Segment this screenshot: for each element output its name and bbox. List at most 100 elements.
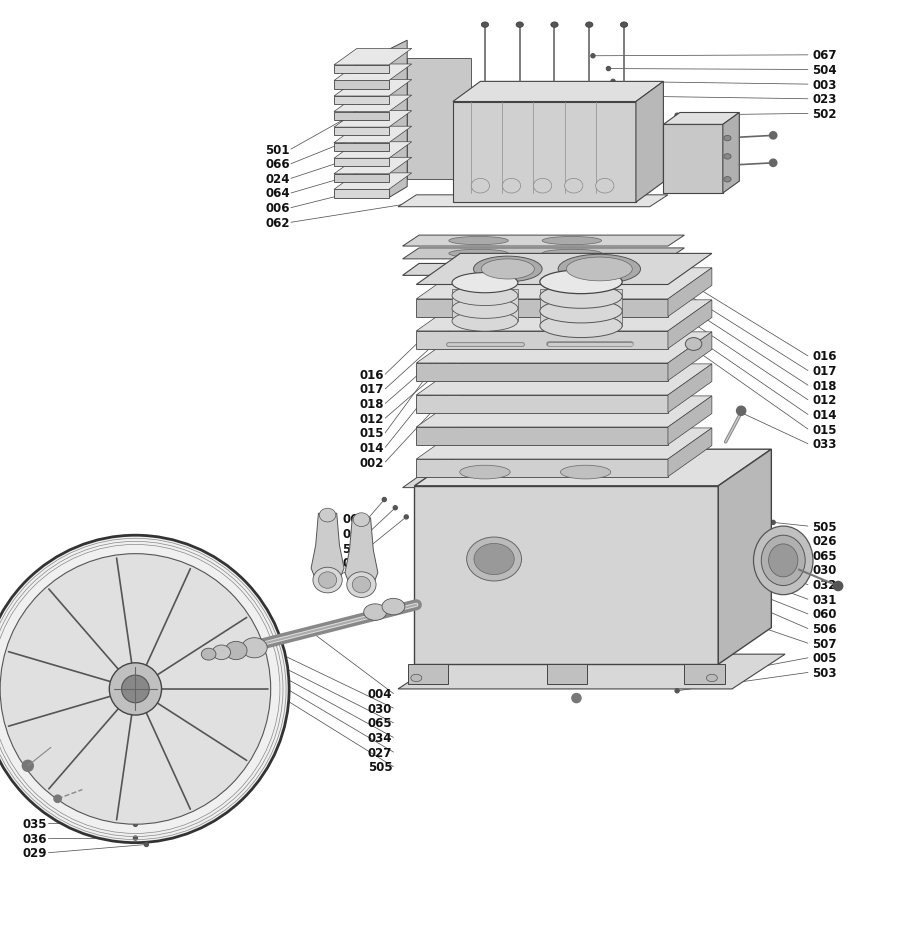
Circle shape xyxy=(478,320,481,324)
Ellipse shape xyxy=(724,137,731,141)
Text: 033: 033 xyxy=(813,438,837,451)
Circle shape xyxy=(684,292,688,297)
Circle shape xyxy=(341,119,345,123)
Ellipse shape xyxy=(540,314,622,338)
Text: 005: 005 xyxy=(813,651,837,665)
Circle shape xyxy=(382,498,386,502)
Ellipse shape xyxy=(540,285,622,309)
Ellipse shape xyxy=(547,266,620,275)
Polygon shape xyxy=(668,397,712,446)
Ellipse shape xyxy=(201,649,216,661)
Polygon shape xyxy=(416,300,668,317)
Polygon shape xyxy=(416,300,712,331)
Polygon shape xyxy=(416,397,712,428)
Circle shape xyxy=(145,842,148,846)
Text: 017: 017 xyxy=(813,365,837,377)
Polygon shape xyxy=(684,665,725,684)
Ellipse shape xyxy=(724,154,731,160)
Text: 507: 507 xyxy=(813,637,837,650)
Text: 015: 015 xyxy=(813,423,837,436)
Circle shape xyxy=(686,306,690,310)
Polygon shape xyxy=(334,97,389,105)
Circle shape xyxy=(134,823,137,826)
Ellipse shape xyxy=(596,179,614,194)
Text: 065: 065 xyxy=(368,717,393,729)
Text: 034: 034 xyxy=(368,731,393,744)
Circle shape xyxy=(393,506,397,510)
Ellipse shape xyxy=(554,267,613,274)
Polygon shape xyxy=(334,65,412,81)
Circle shape xyxy=(770,160,777,168)
Circle shape xyxy=(748,590,752,593)
Circle shape xyxy=(307,629,311,633)
Ellipse shape xyxy=(551,22,558,28)
Polygon shape xyxy=(403,264,684,276)
Ellipse shape xyxy=(558,255,640,285)
Polygon shape xyxy=(334,143,389,152)
Polygon shape xyxy=(398,654,785,689)
Polygon shape xyxy=(398,196,668,208)
Circle shape xyxy=(223,651,227,654)
Text: 506: 506 xyxy=(813,622,837,636)
Ellipse shape xyxy=(560,466,611,479)
Ellipse shape xyxy=(353,513,370,527)
Polygon shape xyxy=(311,514,344,582)
Polygon shape xyxy=(452,290,518,322)
Circle shape xyxy=(572,694,581,703)
Circle shape xyxy=(392,143,395,147)
Circle shape xyxy=(834,582,843,591)
Text: 030: 030 xyxy=(813,563,837,577)
Polygon shape xyxy=(636,82,663,203)
Ellipse shape xyxy=(467,537,522,581)
Polygon shape xyxy=(334,66,389,74)
Ellipse shape xyxy=(460,466,511,479)
Polygon shape xyxy=(416,363,668,381)
Text: 018: 018 xyxy=(360,398,384,411)
Ellipse shape xyxy=(565,179,583,194)
Polygon shape xyxy=(334,190,389,198)
Ellipse shape xyxy=(685,338,702,351)
Ellipse shape xyxy=(586,22,593,28)
Ellipse shape xyxy=(448,250,509,258)
Text: 505: 505 xyxy=(813,520,837,533)
Polygon shape xyxy=(334,81,389,90)
Polygon shape xyxy=(416,331,668,349)
Ellipse shape xyxy=(318,572,337,589)
Ellipse shape xyxy=(516,22,523,28)
Circle shape xyxy=(611,80,615,84)
Ellipse shape xyxy=(448,237,509,245)
Polygon shape xyxy=(416,396,668,413)
Circle shape xyxy=(752,578,756,581)
Circle shape xyxy=(0,535,289,842)
Polygon shape xyxy=(403,236,684,247)
Ellipse shape xyxy=(540,271,622,294)
Ellipse shape xyxy=(754,526,813,595)
Text: 014: 014 xyxy=(360,442,384,454)
Text: 502: 502 xyxy=(813,108,837,121)
Text: 014: 014 xyxy=(813,408,837,421)
Text: 066: 066 xyxy=(265,158,290,171)
Circle shape xyxy=(756,566,759,571)
Text: 002: 002 xyxy=(360,456,384,469)
Text: 508: 508 xyxy=(342,542,367,555)
Circle shape xyxy=(620,95,624,99)
Polygon shape xyxy=(334,174,412,190)
Polygon shape xyxy=(334,50,412,66)
Circle shape xyxy=(231,648,235,651)
Ellipse shape xyxy=(452,273,518,293)
Polygon shape xyxy=(416,364,712,396)
Circle shape xyxy=(774,532,778,535)
Ellipse shape xyxy=(212,645,231,660)
Polygon shape xyxy=(416,332,712,363)
Text: 031: 031 xyxy=(813,593,837,607)
Circle shape xyxy=(759,555,763,559)
Ellipse shape xyxy=(481,259,534,280)
Text: 016: 016 xyxy=(813,350,837,363)
Text: 030: 030 xyxy=(368,702,393,715)
Ellipse shape xyxy=(411,675,422,682)
Polygon shape xyxy=(414,487,718,665)
Text: 023: 023 xyxy=(813,94,837,106)
Polygon shape xyxy=(668,300,712,349)
Ellipse shape xyxy=(313,567,342,593)
Ellipse shape xyxy=(502,179,521,194)
